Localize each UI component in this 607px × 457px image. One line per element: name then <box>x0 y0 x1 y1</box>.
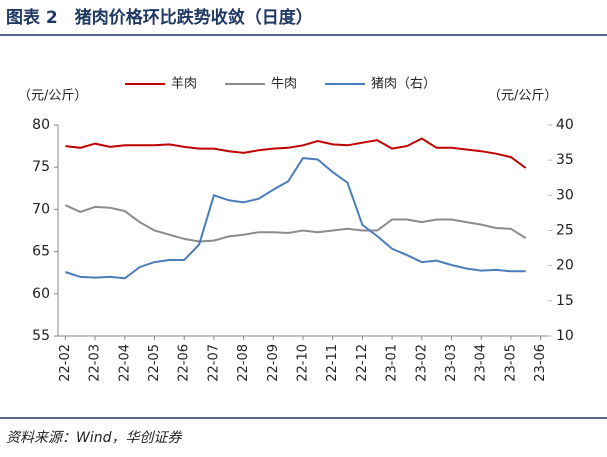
x-tick-label: 22-05 <box>147 344 162 382</box>
x-tick-label: 22-12 <box>355 344 370 382</box>
y2-tick-label: 15 <box>556 293 574 309</box>
y-tick-label: 60 <box>32 286 50 302</box>
y-tick-label: 65 <box>32 244 50 260</box>
y2-tick-label: 30 <box>556 187 574 203</box>
y2-tick-label: 20 <box>556 258 574 274</box>
x-tick-label: 22-09 <box>266 344 281 382</box>
legend-label: 羊肉 <box>171 76 197 92</box>
x-tick-label: 22-06 <box>177 344 192 382</box>
x-tick-label: 22-02 <box>58 344 73 382</box>
x-tick-label: 23-06 <box>533 344 548 382</box>
x-tick-label: 23-02 <box>414 344 429 382</box>
y-tick-label: 75 <box>32 159 50 175</box>
series-line <box>65 157 526 280</box>
series-line <box>65 137 527 169</box>
y-tick-label: 55 <box>32 328 50 344</box>
y2-axis-label: （元/公斤） <box>488 89 557 104</box>
y-tick-label: 80 <box>32 117 50 133</box>
x-tick-label: 23-05 <box>503 344 518 382</box>
y-tick-label: 70 <box>32 201 50 217</box>
x-tick-label: 23-03 <box>444 344 459 382</box>
x-tick-label: 23-01 <box>385 344 400 382</box>
source: 资料来源：Wind，华创证券 <box>6 430 182 446</box>
x-tick-label: 22-08 <box>236 344 251 382</box>
x-tick-label: 22-10 <box>296 344 311 382</box>
x-tick-label: 22-07 <box>206 344 221 382</box>
y-axis-label: （元/公斤） <box>18 89 87 104</box>
x-tick-label: 23-04 <box>474 344 489 382</box>
x-tick-label: 22-03 <box>88 344 103 382</box>
x-tick-label: 22-11 <box>325 344 340 382</box>
series-line <box>64 204 527 243</box>
legend-label: 猪肉（右） <box>371 77 436 92</box>
x-tick-label: 22-04 <box>117 344 132 382</box>
y2-tick-label: 25 <box>556 223 574 239</box>
y2-tick-label: 40 <box>556 117 574 133</box>
legend-label: 牛肉 <box>271 77 297 92</box>
title: 图表 2 猪肉价格环比跌势收敛（日度） <box>6 7 313 28</box>
y2-tick-label: 35 <box>556 152 574 168</box>
y2-tick-label: 10 <box>556 328 574 344</box>
